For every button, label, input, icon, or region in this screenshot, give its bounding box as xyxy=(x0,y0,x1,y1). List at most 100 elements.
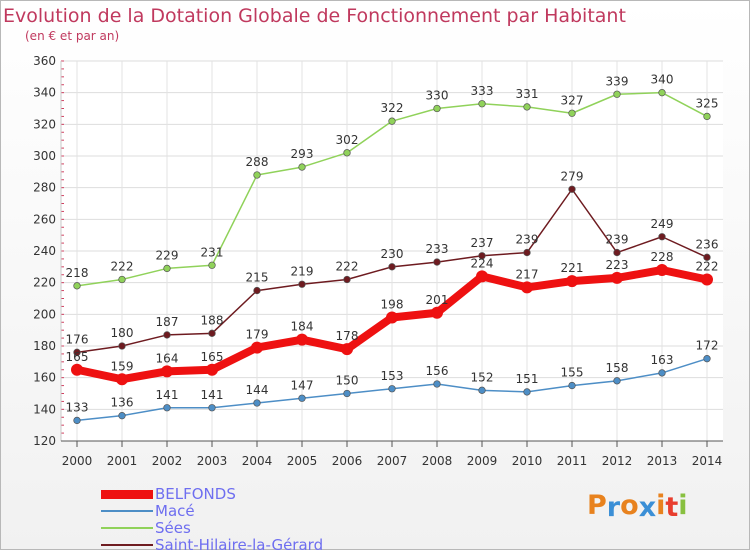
legend-label: BELFONDS xyxy=(155,485,236,503)
x-tick-label: 2001 xyxy=(107,454,138,468)
data-point xyxy=(208,404,216,412)
logo-letter: o xyxy=(620,490,639,521)
data-label: 201 xyxy=(426,293,449,307)
data-point xyxy=(478,252,486,260)
x-tick-label: 2002 xyxy=(152,454,183,468)
data-label: 163 xyxy=(651,353,674,367)
data-label: 230 xyxy=(381,247,404,261)
data-point xyxy=(656,264,668,276)
y-tick-label: 360 xyxy=(33,54,56,68)
data-label: 223 xyxy=(606,258,629,272)
data-point xyxy=(163,331,171,339)
x-tick-label: 2010 xyxy=(512,454,543,468)
data-label: 176 xyxy=(66,332,89,346)
legend-label: Sées xyxy=(155,519,191,537)
data-label: 188 xyxy=(201,313,224,327)
data-point xyxy=(658,89,666,97)
data-label: 237 xyxy=(471,236,494,250)
data-point xyxy=(388,263,396,271)
data-label: 293 xyxy=(291,147,314,161)
data-point xyxy=(296,333,308,346)
y-tick-label: 260 xyxy=(33,212,56,226)
data-point xyxy=(658,233,666,241)
data-point xyxy=(208,329,216,337)
logo-letter: t xyxy=(665,492,679,523)
data-point xyxy=(523,388,531,396)
data-label: 222 xyxy=(696,260,719,274)
data-point xyxy=(73,282,81,290)
data-point xyxy=(703,355,711,363)
chart-title: Evolution de la Dotation Globale de Fonc… xyxy=(3,5,626,27)
data-label: 158 xyxy=(606,361,629,375)
data-point xyxy=(253,399,261,407)
data-label: 178 xyxy=(336,329,359,343)
data-label: 239 xyxy=(606,233,629,247)
data-point xyxy=(611,271,623,284)
data-label: 165 xyxy=(66,350,89,364)
data-label: 215 xyxy=(246,271,269,285)
data-label: 219 xyxy=(291,264,314,278)
data-point xyxy=(613,90,621,98)
x-tick-label: 2014 xyxy=(692,454,723,468)
data-label: 222 xyxy=(111,260,134,274)
data-label: 233 xyxy=(426,242,449,256)
logo-letter: i xyxy=(656,490,666,521)
data-point xyxy=(388,117,396,125)
data-label: 165 xyxy=(201,350,224,364)
data-point xyxy=(703,253,711,261)
proxiti-logo: Proxiti xyxy=(587,490,688,523)
data-label: 184 xyxy=(291,320,314,334)
data-point xyxy=(251,341,263,354)
data-label: 221 xyxy=(561,261,584,275)
y-tick-label: 220 xyxy=(33,276,56,290)
data-point xyxy=(613,377,621,385)
data-point xyxy=(478,100,486,108)
data-label: 333 xyxy=(471,84,494,98)
x-tick-label: 2000 xyxy=(62,454,93,468)
data-point xyxy=(163,264,171,273)
x-tick-label: 2008 xyxy=(422,454,453,468)
x-tick-label: 2011 xyxy=(557,454,588,468)
x-tick-label: 2012 xyxy=(602,454,633,468)
data-label: 236 xyxy=(696,237,719,251)
data-label: 198 xyxy=(381,298,404,312)
data-label: 339 xyxy=(606,74,629,88)
data-point xyxy=(476,270,488,283)
x-tick-label: 2009 xyxy=(467,454,498,468)
data-point xyxy=(433,258,441,266)
data-point xyxy=(523,103,531,111)
data-point xyxy=(658,369,666,377)
data-point xyxy=(388,385,396,393)
legend-swatch xyxy=(101,544,153,546)
x-tick-label: 2006 xyxy=(332,454,363,468)
data-label: 133 xyxy=(66,400,89,414)
data-point xyxy=(298,280,306,288)
data-label: 141 xyxy=(201,388,224,402)
logo-letter: P xyxy=(587,490,607,521)
data-label: 249 xyxy=(651,217,674,231)
x-tick-label: 2003 xyxy=(197,454,228,468)
data-label: 222 xyxy=(336,260,359,274)
data-point xyxy=(163,404,171,412)
data-label: 302 xyxy=(336,133,359,147)
x-tick-label: 2007 xyxy=(377,454,408,468)
data-point xyxy=(298,394,306,402)
data-label: 340 xyxy=(651,73,674,87)
y-tick-label: 320 xyxy=(33,117,56,131)
legend-swatch xyxy=(101,490,153,499)
data-point xyxy=(343,389,351,398)
chart-subtitle: (en € et par an) xyxy=(25,29,120,43)
data-point xyxy=(118,275,126,284)
y-tick-label: 280 xyxy=(33,181,56,195)
data-point xyxy=(433,104,441,113)
data-label: 151 xyxy=(516,372,539,386)
legend-swatch xyxy=(101,510,153,512)
data-point xyxy=(206,363,218,376)
data-point xyxy=(118,412,126,420)
data-point xyxy=(208,261,216,269)
y-tick-label: 200 xyxy=(33,307,56,321)
legend-swatch xyxy=(101,527,153,529)
data-label: 218 xyxy=(66,266,89,280)
data-label: 155 xyxy=(561,366,584,380)
